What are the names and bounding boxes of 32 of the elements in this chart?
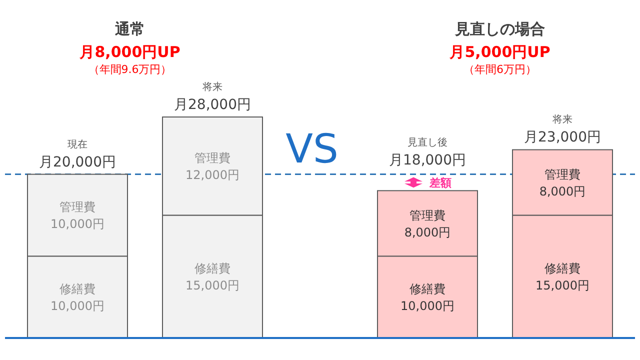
data-label: 10,000円 (50, 299, 104, 314)
annotation: 差額 (428, 176, 452, 190)
data-label: 8,000円 (539, 184, 586, 198)
text: 管理費 (410, 208, 446, 222)
series-label: 管理費 (60, 200, 96, 214)
text: （年間6万円） (464, 63, 536, 76)
x-tick-label: 見直し後 (408, 136, 448, 148)
text: （年間9.6万円） (88, 63, 172, 76)
data-label: 12,000円 (186, 168, 240, 182)
data-label: 10,000円 (400, 299, 454, 314)
chart-subtitle: 月5,000円UP (448, 43, 550, 61)
x-tick-label: 現在 (68, 138, 88, 150)
text: 修繕費 (544, 262, 580, 276)
total-label: 月20,000円 (39, 154, 116, 170)
series-label: 修繕費 (410, 282, 446, 296)
chart-title: 見直しの場合 (454, 20, 545, 38)
total-label: 月18,000円 (389, 152, 466, 168)
series-label: 管理費 (544, 167, 580, 182)
x-tick-label: 将来 (552, 114, 572, 126)
total-label: 月23,000円 (524, 130, 601, 146)
data-label: 10,000円 (50, 217, 104, 232)
text: 修繕費 (194, 262, 230, 276)
annotation: VS (286, 126, 338, 172)
chart-title: 通常 (114, 20, 145, 38)
data-label: 8,000円 (404, 225, 451, 240)
chart-subtitle: 月8,000円UP (78, 43, 180, 61)
data-label: 15,000円 (186, 278, 240, 293)
text: 管理費 (194, 151, 230, 166)
x-tick-label: 将来 (202, 81, 222, 93)
total-label: 月28,000円 (174, 97, 251, 113)
data-label: 15,000円 (536, 278, 590, 293)
series-label: 修繕費 (60, 282, 96, 296)
